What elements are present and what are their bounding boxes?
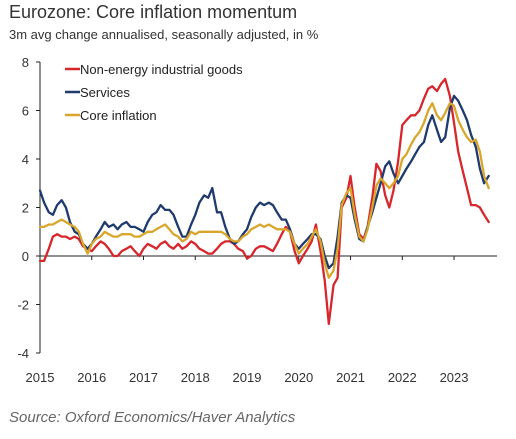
x-tick-label: 2021 xyxy=(336,370,365,385)
series-line-core-inflation xyxy=(38,102,490,279)
y-tick-label: 8 xyxy=(22,55,29,70)
x-tick-label: 2015 xyxy=(26,370,55,385)
line-chart: -4 -2 0 2 4 6 8 2015 2016 2017 2018 2019 2020 2021 202… xyxy=(17,55,497,385)
x-tick-label: 2017 xyxy=(129,370,158,385)
y-tick-label: -2 xyxy=(17,298,29,313)
y-tick-label: 4 xyxy=(22,152,29,167)
chart-legend: Non-energy industrial goods Services Core … xyxy=(65,62,243,123)
legend-label: Core inflation xyxy=(80,108,157,123)
x-tick-label: 2022 xyxy=(388,370,417,385)
chart-axes: -4 -2 0 2 4 6 8 2015 2016 2017 2018 2019 2020 2021 202… xyxy=(17,55,497,385)
y-tick-label: -4 xyxy=(17,346,29,361)
x-tick-label: 2016 xyxy=(77,370,106,385)
legend-label: Non-energy industrial goods xyxy=(80,62,243,77)
chart-subtitle: 3m avg change annualised, seasonally adj… xyxy=(9,27,319,42)
x-tick-label: 2023 xyxy=(440,370,469,385)
y-tick-label: 2 xyxy=(22,201,29,216)
y-tick-label: 6 xyxy=(22,104,29,119)
series-line-services xyxy=(38,94,490,270)
y-tick-label: 0 xyxy=(22,249,29,264)
chart-lines xyxy=(38,77,490,326)
legend-label: Services xyxy=(80,85,130,100)
source-note: Source: Oxford Economics/Haver Analytics xyxy=(9,409,296,426)
x-tick-label: 2020 xyxy=(284,370,313,385)
x-tick-label: 2019 xyxy=(233,370,262,385)
chart-title: Eurozone: Core inflation momentum xyxy=(9,2,298,22)
x-tick-label: 2018 xyxy=(181,370,210,385)
series-line-non-energy-industrial-goods xyxy=(38,77,490,326)
